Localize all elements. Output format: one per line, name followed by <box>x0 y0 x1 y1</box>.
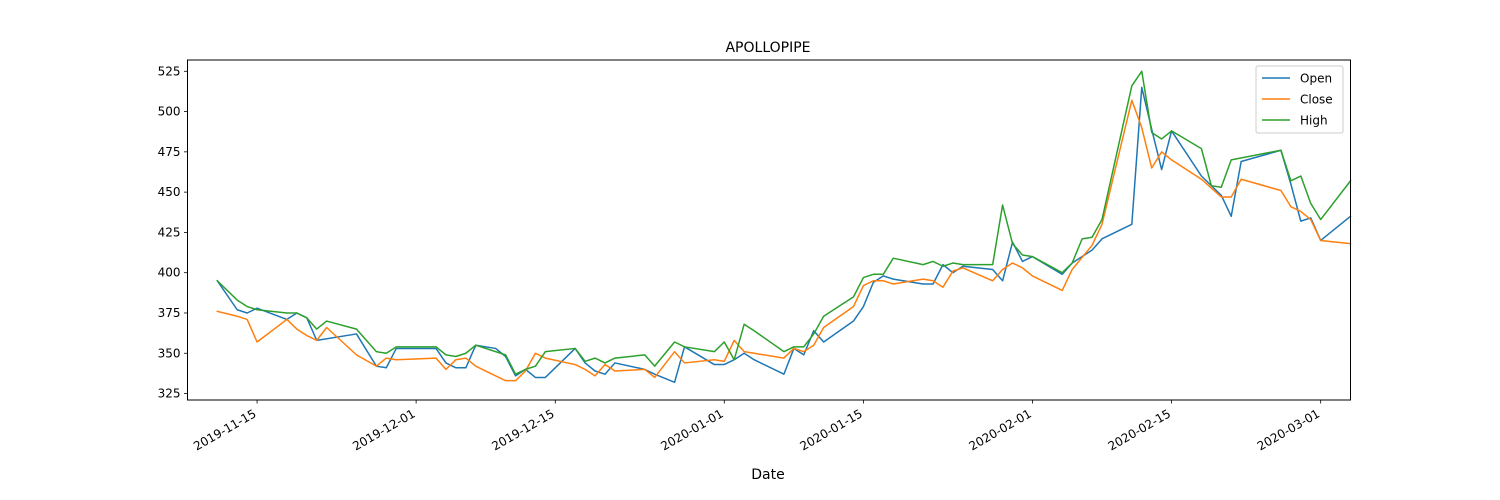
y-tick-label: 375 <box>158 306 181 320</box>
plot-area <box>216 70 1352 384</box>
x-axis-label: Date <box>751 467 784 483</box>
legend-label-close: Close <box>1300 93 1333 107</box>
x-tick-label: 2020-02-01 <box>967 406 1034 453</box>
axes-frame <box>187 59 1351 401</box>
y-tick-label: 425 <box>158 225 181 239</box>
y-tick-label: 475 <box>158 145 181 159</box>
chart-title: APOLLOPIPE <box>725 40 810 56</box>
y-tick-label: 525 <box>158 64 181 78</box>
series-line-close <box>216 99 1352 382</box>
y-tick-label: 500 <box>158 105 181 119</box>
x-tick-label: 2020-01-01 <box>658 406 725 453</box>
y-tick-label: 350 <box>158 346 181 360</box>
legend-box <box>1255 65 1344 134</box>
y-tick-label: 325 <box>158 387 181 401</box>
series-line-high <box>216 70 1352 375</box>
x-tick-label: 2019-11-15 <box>191 406 258 453</box>
x-tick-label: 2019-12-15 <box>489 406 556 453</box>
legend-label-open: Open <box>1300 72 1332 86</box>
legend-label-high: High <box>1300 114 1328 128</box>
legend: Open Close High <box>1255 65 1344 134</box>
x-tick-label: 2020-01-15 <box>798 406 865 453</box>
x-tick-label: 2019-12-01 <box>350 406 417 453</box>
y-axis: 325 350 375 400 425 450 475 500 525 <box>158 64 188 401</box>
x-tick-label: 2020-03-01 <box>1255 406 1322 453</box>
series-line-open <box>216 86 1352 384</box>
y-tick-label: 450 <box>158 185 181 199</box>
x-tick-label: 2020-02-15 <box>1106 406 1173 453</box>
y-tick-label: 400 <box>158 266 181 280</box>
x-axis: 2019-11-15 2019-12-01 2019-12-15 2020-01-01… <box>191 400 1322 453</box>
